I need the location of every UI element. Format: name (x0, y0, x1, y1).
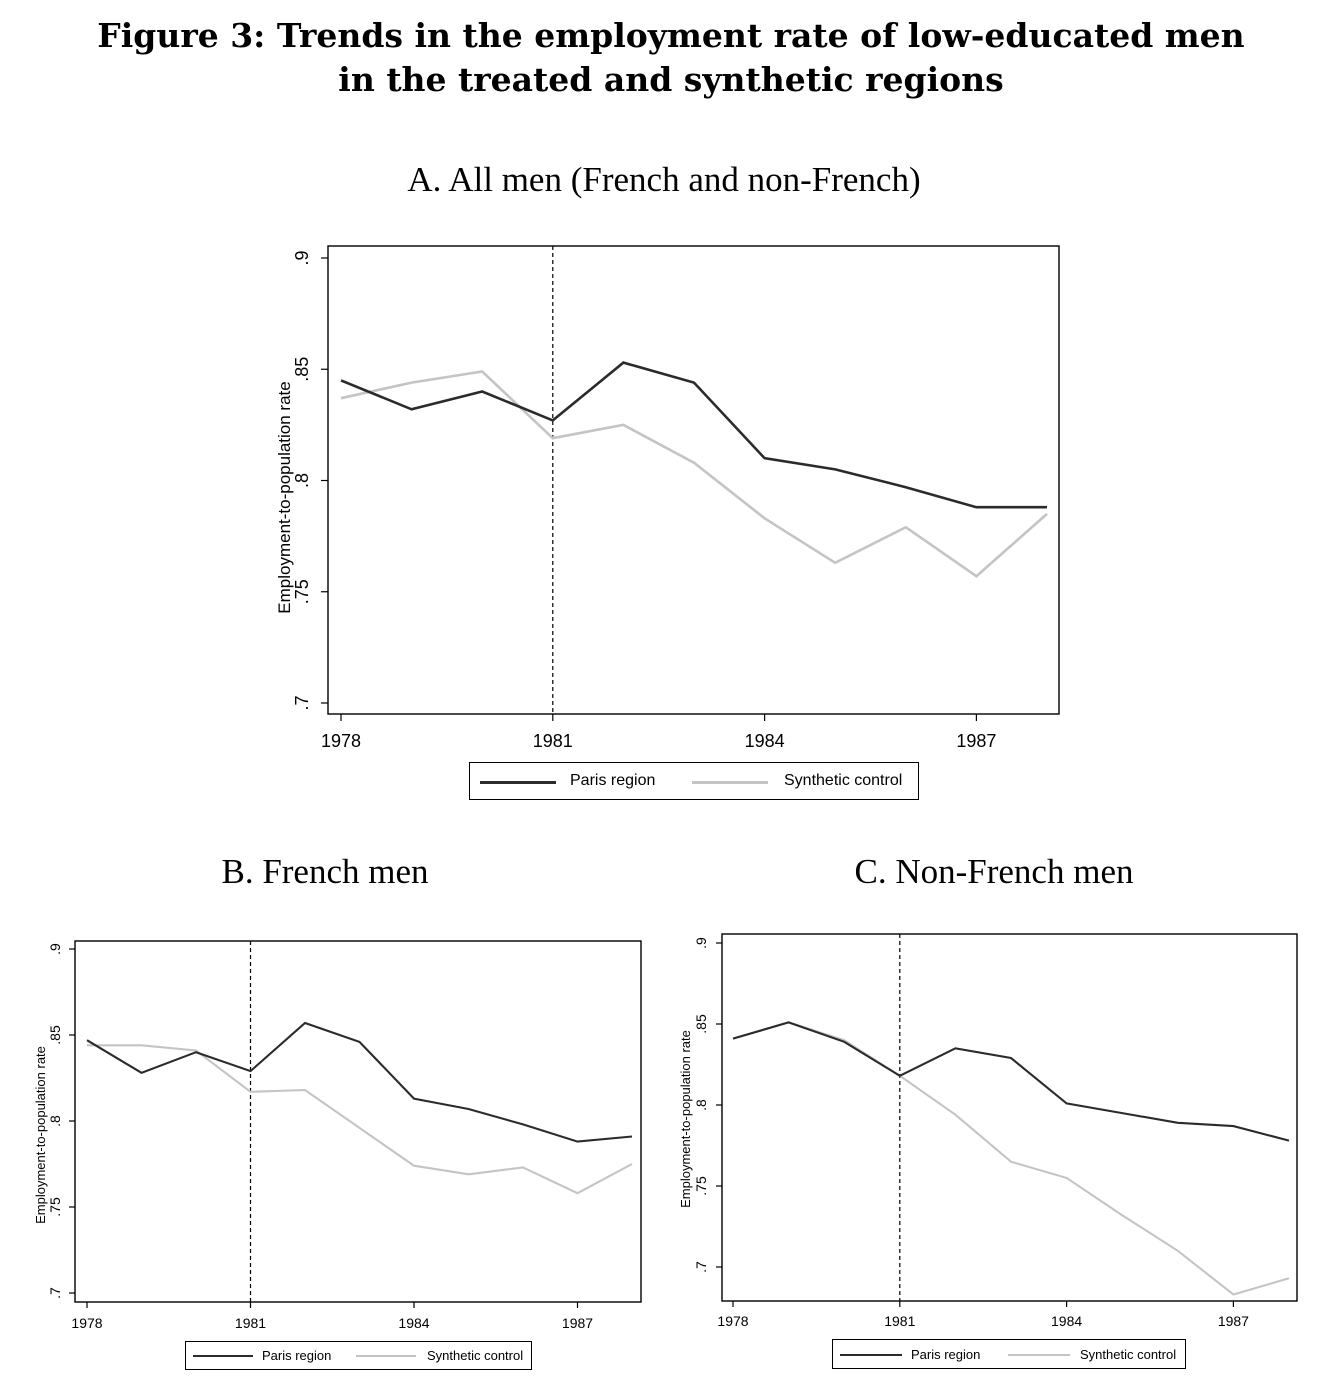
panel-c-y-axis-title: Employment-to-population rate (678, 1030, 693, 1208)
panel-a-plot-frame (327, 245, 1060, 715)
panel-c-legend: Paris region Synthetic control (832, 1339, 1186, 1369)
panel-a-x-tick-label-1978: 1978 (321, 731, 361, 751)
figure-title-line-1: Figure 3: Trends in the employment rate … (97, 16, 1245, 55)
panel-c-x-tick-label-1978: 1978 (717, 1313, 748, 1329)
panel-a-y-tick-label-.8: .8 (292, 473, 312, 488)
panel-c-x-tick-label-1981: 1981 (884, 1313, 915, 1329)
panel-c-x-tick-label-1987: 1987 (1218, 1313, 1249, 1329)
panel-a-x-tick-label-1981: 1981 (533, 731, 573, 751)
panel-c-y-tick-label-.75: .75 (693, 1176, 709, 1196)
panel-c-y-tick-label-.9: .9 (693, 937, 709, 949)
legend-label-paris: Paris region (262, 1348, 332, 1363)
legend-swatch-paris (480, 781, 556, 784)
panel-c-plot-frame (721, 933, 1298, 1302)
legend-label-synthetic: Synthetic control (427, 1348, 524, 1363)
panel-a-x-tick-label-1987: 1987 (956, 731, 996, 751)
figure-title: Figure 3: Trends in the employment rate … (0, 14, 1342, 102)
panel-b-legend: Paris region Synthetic control (185, 1341, 532, 1370)
legend-swatch-synthetic (692, 781, 768, 784)
panel-b-paris-region-line (86, 1021, 633, 1143)
panel-b-y-tick-label-.9: .9 (47, 943, 63, 955)
panel-b-y-tick-label-.85: .85 (47, 1025, 63, 1045)
panel-a-title: A. All men (French and non-French) (407, 160, 921, 199)
legend-swatch-synthetic (1008, 1354, 1070, 1356)
legend-label-paris: Paris region (911, 1347, 981, 1362)
panel-b-y-tick-label-.8: .8 (47, 1115, 63, 1127)
panel-b-y-tick-label-.7: .7 (47, 1287, 63, 1299)
panel-a-y-tick-label-.85: .85 (292, 357, 312, 382)
panel-c-x-tick-label-1984: 1984 (1051, 1313, 1082, 1329)
panel-a-paris-region-line (340, 361, 1047, 509)
panel-a-y-tick-label-.7: .7 (292, 695, 312, 710)
panel-c-y-tick-label-.7: .7 (693, 1261, 709, 1273)
panel-c-synthetic-control-line (732, 1021, 1290, 1296)
panel-c-title: C. Non-French men (854, 852, 1134, 891)
panel-a-synthetic-control-line (340, 370, 1048, 578)
panel-c-y-tick-label-.8: .8 (693, 1099, 709, 1111)
panel-b-y-tick-label-.75: .75 (47, 1197, 63, 1217)
legend-label-paris: Paris region (570, 772, 656, 789)
legend-label-synthetic: Synthetic control (1080, 1347, 1177, 1362)
panel-b-x-tick-label-1987: 1987 (562, 1315, 593, 1331)
panel-b-plot-frame (74, 940, 642, 1303)
panel-a-y-axis-title: Employment-to-population rate (275, 381, 294, 613)
panel-c-paris-region-line (732, 1021, 1290, 1142)
panel-c-y-tick-label-.85: .85 (693, 1014, 709, 1034)
panel-b-x-tick-label-1981: 1981 (235, 1315, 266, 1331)
panel-b-title: B. French men (221, 852, 429, 891)
panel-a-y-tick-label-.75: .75 (292, 579, 312, 604)
figure-title-line-2: in the treated and synthetic regions (338, 60, 1004, 99)
legend-swatch-synthetic (356, 1355, 416, 1357)
panel-b-y-axis-title: Employment-to-population rate (33, 1046, 48, 1224)
legend-swatch-paris (193, 1355, 253, 1357)
panel-b-x-tick-label-1984: 1984 (398, 1315, 429, 1331)
panel-a-x-tick-label-1984: 1984 (745, 731, 785, 751)
legend-label-synthetic: Synthetic control (784, 772, 903, 789)
panel-a-legend: Paris region Synthetic control (469, 762, 919, 800)
legend-swatch-paris (840, 1354, 902, 1356)
panel-a-y-tick-label-.9: .9 (292, 250, 312, 265)
panel-b-x-tick-label-1978: 1978 (71, 1315, 102, 1331)
panel-b-synthetic-control-line (87, 1044, 633, 1195)
